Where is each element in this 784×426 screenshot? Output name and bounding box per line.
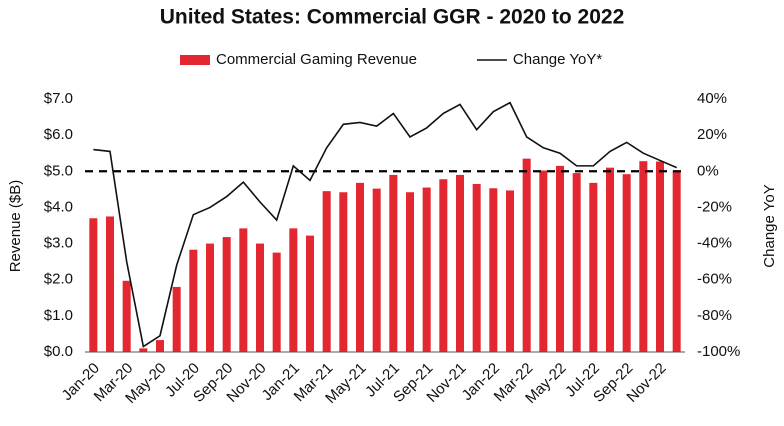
bar bbox=[256, 243, 264, 352]
bar bbox=[606, 167, 614, 352]
bar bbox=[156, 340, 164, 352]
legend-label: Commercial Gaming Revenue bbox=[216, 51, 417, 68]
bar bbox=[122, 280, 131, 352]
y-tick-label: $2.0 bbox=[44, 271, 73, 288]
bar bbox=[406, 192, 414, 352]
bar bbox=[522, 158, 531, 352]
bar bbox=[306, 235, 314, 352]
y-tick-label: $3.0 bbox=[44, 235, 73, 252]
bar bbox=[322, 191, 331, 352]
y-tick-label: $4.0 bbox=[44, 198, 73, 215]
bar bbox=[89, 218, 98, 352]
bar bbox=[589, 182, 598, 352]
bar bbox=[539, 170, 548, 352]
bar bbox=[106, 216, 114, 352]
y2-tick-label: -40% bbox=[697, 235, 732, 252]
y2-axis-label: Change YoY bbox=[761, 184, 778, 267]
bar bbox=[639, 161, 648, 352]
bar bbox=[289, 228, 298, 352]
bar bbox=[422, 187, 431, 352]
bar bbox=[672, 170, 681, 352]
bar bbox=[239, 228, 248, 352]
y-axis-label: Revenue ($B) bbox=[7, 180, 24, 273]
y2-tick-label: -100% bbox=[697, 343, 740, 360]
bar bbox=[189, 249, 198, 352]
y2-tick-label: -60% bbox=[697, 271, 732, 288]
bar bbox=[206, 243, 214, 352]
bar bbox=[272, 252, 281, 352]
bar bbox=[506, 190, 514, 352]
y-tick-label: $7.0 bbox=[44, 90, 73, 107]
bar bbox=[572, 173, 581, 352]
y2-tick-label: 0% bbox=[697, 162, 719, 179]
y2-tick-label: -80% bbox=[697, 307, 732, 324]
bar bbox=[389, 174, 398, 352]
bar bbox=[472, 183, 481, 352]
bar bbox=[172, 286, 181, 352]
y2-tick-label: 40% bbox=[697, 90, 727, 107]
bar bbox=[489, 188, 498, 352]
y-tick-label: $5.0 bbox=[44, 162, 73, 179]
bar bbox=[622, 174, 631, 352]
y2-tick-label: 20% bbox=[697, 126, 727, 143]
bar bbox=[656, 161, 664, 352]
bar bbox=[372, 188, 381, 352]
bar bbox=[439, 179, 448, 352]
chart-title: United States: Commercial GGR - 2020 to … bbox=[160, 6, 625, 29]
legend-swatch bbox=[180, 55, 210, 65]
bar bbox=[222, 237, 231, 352]
y2-tick-label: -20% bbox=[697, 198, 732, 215]
line bbox=[93, 101, 677, 348]
bar bbox=[456, 174, 464, 352]
bar bbox=[356, 182, 364, 352]
bar bbox=[339, 192, 348, 352]
y-tick-label: $1.0 bbox=[44, 307, 73, 324]
y-tick-label: $0.0 bbox=[44, 343, 73, 360]
legend-label: Change YoY* bbox=[513, 51, 602, 68]
bar bbox=[556, 165, 564, 352]
y-tick-label: $6.0 bbox=[44, 126, 73, 143]
bar bbox=[139, 348, 148, 352]
